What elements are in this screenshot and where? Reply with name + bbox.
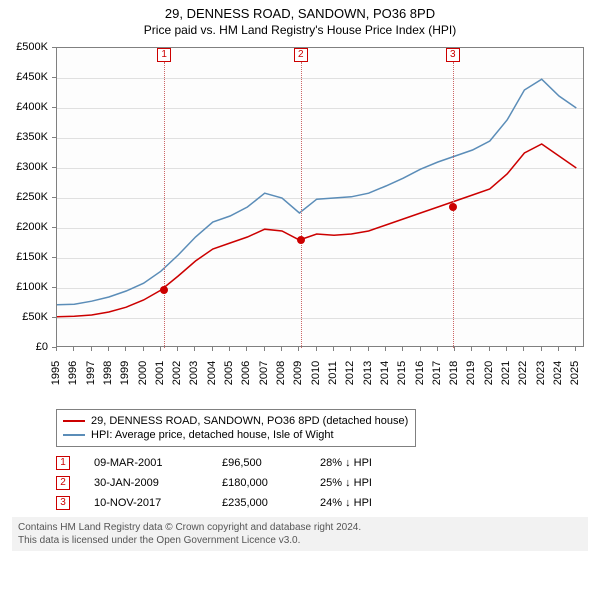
x-axis: 1995199619971998199920002001200220032004…: [56, 351, 584, 401]
legend-label: 29, DENNESS ROAD, SANDOWN, PO36 8PD (det…: [91, 415, 408, 427]
event-price: £235,000: [222, 497, 302, 509]
x-axis-label: 2000: [137, 361, 149, 385]
y-axis: £0£50K£100K£150K£200K£250K£300K£350K£400…: [0, 47, 52, 347]
x-axis-label: 2017: [431, 361, 443, 385]
chart-title: 29, DENNESS ROAD, SANDOWN, PO36 8PD: [0, 6, 600, 21]
x-axis-label: 2009: [292, 361, 304, 385]
x-axis-label: 1998: [102, 361, 114, 385]
y-axis-label: £250K: [16, 191, 48, 203]
event-delta: 25% ↓ HPI: [320, 477, 410, 489]
legend-swatch: [63, 434, 85, 436]
legend-row: 29, DENNESS ROAD, SANDOWN, PO36 8PD (det…: [63, 414, 409, 428]
footer-attribution: Contains HM Land Registry data © Crown c…: [12, 517, 588, 551]
chart-lines: [57, 48, 585, 348]
x-axis-label: 2003: [188, 361, 200, 385]
x-axis-label: 2021: [500, 361, 512, 385]
event-row: 1 09-MAR-2001 £96,500 28% ↓ HPI: [56, 453, 588, 473]
x-axis-label: 2005: [223, 361, 235, 385]
y-axis-label: £350K: [16, 131, 48, 143]
x-axis-label: 2016: [414, 361, 426, 385]
x-axis-label: 2019: [465, 361, 477, 385]
x-axis-label: 2011: [327, 361, 339, 385]
event-date: 09-MAR-2001: [94, 457, 204, 469]
x-axis-label: 2002: [171, 361, 183, 385]
event-delta: 28% ↓ HPI: [320, 457, 410, 469]
x-axis-label: 1995: [50, 361, 62, 385]
x-axis-label: 2023: [535, 361, 547, 385]
chart-area: £0 £50K £100K £150K £200K £250K £300K £350K £400…: [0, 39, 600, 409]
x-axis-label: 2013: [362, 361, 374, 385]
x-axis-label: 2018: [448, 361, 460, 385]
y-axis-label: £300K: [16, 161, 48, 173]
event-price: £96,500: [222, 457, 302, 469]
event-date: 10-NOV-2017: [94, 497, 204, 509]
x-axis-label: 2010: [310, 361, 322, 385]
x-axis-label: 1996: [67, 361, 79, 385]
y-axis-label: £50K: [22, 311, 48, 323]
y-axis-label: £150K: [16, 251, 48, 263]
legend: 29, DENNESS ROAD, SANDOWN, PO36 8PD (det…: [56, 409, 416, 447]
x-axis-label: 2001: [154, 361, 166, 385]
x-axis-label: 2014: [379, 361, 391, 385]
y-axis-label: £500K: [16, 41, 48, 53]
event-row: 2 30-JAN-2009 £180,000 25% ↓ HPI: [56, 473, 588, 493]
event-marker-box: 1: [56, 456, 70, 470]
x-axis-label: 1999: [119, 361, 131, 385]
series-line: [57, 144, 576, 317]
legend-label: HPI: Average price, detached house, Isle…: [91, 429, 334, 441]
y-axis-label: £450K: [16, 71, 48, 83]
event-row: 3 10-NOV-2017 £235,000 24% ↓ HPI: [56, 493, 588, 513]
y-axis-label: £0: [36, 341, 48, 353]
event-delta: 24% ↓ HPI: [320, 497, 410, 509]
y-axis-label: £400K: [16, 101, 48, 113]
marker-dot: [297, 236, 305, 244]
x-axis-label: 2024: [552, 361, 564, 385]
marker-vline: [301, 62, 302, 348]
x-axis-label: 2020: [483, 361, 495, 385]
x-axis-label: 2007: [258, 361, 270, 385]
plot-box: 1 2 3: [56, 47, 584, 347]
x-axis-label: 2012: [344, 361, 356, 385]
x-axis-label: 1997: [85, 361, 97, 385]
chart-subtitle: Price paid vs. HM Land Registry's House …: [0, 23, 600, 37]
marker-box: 1: [157, 48, 171, 62]
event-marker-box: 2: [56, 476, 70, 490]
marker-box: 3: [446, 48, 460, 62]
series-line: [57, 79, 576, 305]
y-axis-label: £100K: [16, 281, 48, 293]
event-date: 30-JAN-2009: [94, 477, 204, 489]
events-table: 1 09-MAR-2001 £96,500 28% ↓ HPI 2 30-JAN-2009…: [56, 453, 588, 513]
marker-dot: [449, 203, 457, 211]
x-axis-label: 2015: [396, 361, 408, 385]
marker-vline: [164, 62, 165, 348]
x-axis-label: 2004: [206, 361, 218, 385]
marker-dot: [160, 286, 168, 294]
legend-row: HPI: Average price, detached house, Isle…: [63, 428, 409, 442]
footer-line-1: Contains HM Land Registry data © Crown c…: [18, 521, 582, 534]
legend-swatch: [63, 420, 85, 422]
x-axis-label: 2006: [240, 361, 252, 385]
marker-box: 2: [294, 48, 308, 62]
y-axis-label: £200K: [16, 221, 48, 233]
chart-header: 29, DENNESS ROAD, SANDOWN, PO36 8PD Pric…: [0, 0, 600, 39]
event-price: £180,000: [222, 477, 302, 489]
x-axis-label: 2025: [569, 361, 581, 385]
event-marker-box: 3: [56, 496, 70, 510]
footer-line-2: This data is licensed under the Open Gov…: [18, 534, 582, 547]
x-axis-label: 2022: [517, 361, 529, 385]
x-axis-label: 2008: [275, 361, 287, 385]
